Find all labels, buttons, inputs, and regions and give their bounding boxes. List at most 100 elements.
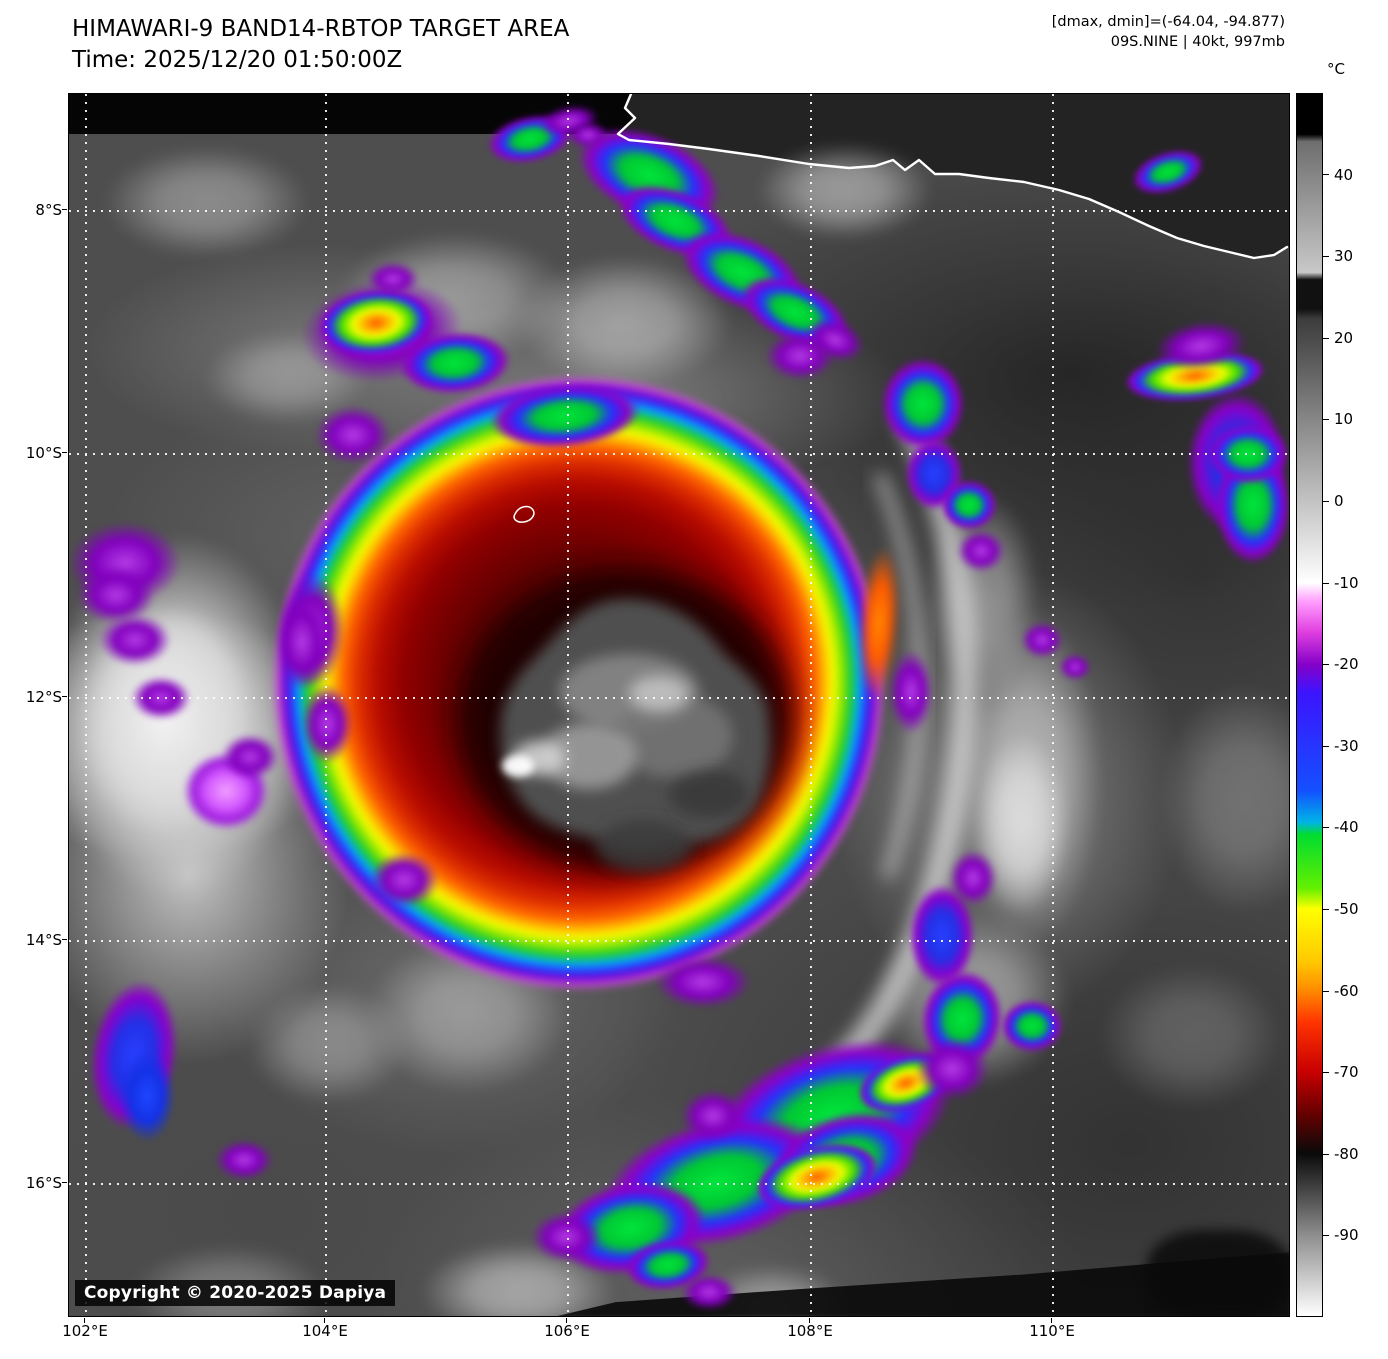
colorbar-tick (1323, 664, 1329, 665)
cold-cloud-blob (681, 1090, 745, 1142)
cold-cloud-blob (99, 614, 171, 666)
gray-wisp (617, 694, 733, 778)
axis-tick (324, 1318, 325, 1323)
axis-tick (62, 209, 67, 210)
gridline-lat (69, 1183, 1289, 1185)
axis-tick (809, 1318, 810, 1323)
colorbar-tick-label: -40 (1334, 818, 1359, 836)
colorbar-tick-label: -80 (1334, 1145, 1359, 1163)
axis-tick (566, 1318, 567, 1323)
dmax-dmin-annotation: [dmax, dmin]=(-64.04, -94.877) (1051, 14, 1285, 30)
colorbar-tick (1323, 827, 1329, 828)
corner-dark-patch (1147, 1230, 1289, 1316)
small-island-outline (513, 505, 535, 523)
axis-tick (1051, 1318, 1052, 1323)
cold-cloud-blob (1059, 654, 1091, 680)
cloud-patch (104, 146, 309, 258)
annotation-block: [dmax, dmin]=(-64.04, -94.877) 09S.NINE … (1052, 12, 1285, 52)
lat-label: 10°S (25, 444, 62, 462)
colorbar-tick (1323, 256, 1329, 257)
axis-tick (62, 939, 67, 940)
gridline-lon (85, 94, 87, 1316)
cold-cloud-blob (221, 734, 279, 780)
colorbar-unit-label: °C (1327, 60, 1345, 78)
colorbar-tick-label: -70 (1334, 1063, 1359, 1081)
cold-cloud-blob (369, 852, 439, 908)
cold-cloud-blob (889, 650, 933, 734)
satellite-map: Copyright © 2020-2025 Dapiya (68, 93, 1290, 1317)
colorbar-tick (1323, 1072, 1329, 1073)
lat-label: 12°S (25, 688, 62, 706)
lat-label: 8°S (35, 201, 62, 219)
colorbar-tick-label: 30 (1334, 247, 1354, 265)
storm-info-annotation: 09S.NINE | 40kt, 997mb (1110, 34, 1285, 50)
gridline-lon (567, 94, 569, 1316)
cloud-patch (1159, 684, 1289, 914)
colorbar-tick-label: -30 (1334, 737, 1359, 755)
cold-cloud-blob (531, 1212, 601, 1262)
coastline-svg (513, 94, 1289, 523)
cold-cloud-blob (681, 1274, 737, 1310)
axis-tick (62, 696, 67, 697)
colorbar-tick (1323, 909, 1329, 910)
colorbar-tick (1323, 583, 1329, 584)
lon-label: 106°E (544, 1322, 590, 1340)
axis-tick (62, 1182, 67, 1183)
colorbar-tick (1323, 1154, 1329, 1155)
gridline-lat (69, 210, 1289, 212)
gridline-lon (1052, 94, 1054, 1316)
land-dark-region (618, 94, 1289, 258)
cold-cloud-blob (949, 850, 997, 906)
cold-cloud-blob (957, 530, 1005, 572)
cloud-patch (757, 142, 932, 240)
axis-tick (62, 452, 67, 453)
colorbar-tick-label: -60 (1334, 982, 1359, 1000)
cloud-patch (1099, 964, 1284, 1109)
colorbar-tick-label: -20 (1334, 655, 1359, 673)
axis-tick (84, 1318, 85, 1323)
cold-cloud-blob (915, 1038, 989, 1100)
lat-label: 16°S (25, 1174, 62, 1192)
colorbar-tick-label: -90 (1334, 1226, 1359, 1244)
lon-label: 108°E (787, 1322, 833, 1340)
gridline-lat (69, 940, 1289, 942)
bright-cloud-spot (502, 755, 534, 777)
colorbar-tick (1323, 746, 1329, 747)
gray-dark-finger (669, 770, 749, 818)
colorbar-tick-label: 20 (1334, 329, 1354, 347)
gridline-lon (810, 94, 812, 1316)
lon-label: 104°E (302, 1322, 348, 1340)
cold-cloud-blob (881, 358, 965, 450)
colorbar-tick-label: -50 (1334, 900, 1359, 918)
colorbar (1296, 93, 1323, 1317)
cold-cloud-blob (655, 956, 751, 1008)
colorbar-tick-label: -10 (1334, 574, 1359, 592)
gridline-lat (69, 697, 1289, 699)
coastline (616, 94, 1289, 260)
lon-label: 102°E (62, 1322, 108, 1340)
cold-cloud-blob (275, 594, 329, 690)
cold-cloud-blob (765, 332, 835, 380)
outflow-white-band (815, 408, 978, 1092)
cold-cloud-blob (119, 1050, 175, 1142)
time-label: Time: 2025/12/20 01:50:00Z (72, 47, 403, 73)
lon-label: 110°E (1029, 1322, 1075, 1340)
cloud-patch (249, 984, 409, 1104)
colorbar-tick (1323, 419, 1329, 420)
gridline-lon (325, 94, 327, 1316)
gridline-lat (69, 453, 1289, 455)
cold-cloud-blob (567, 122, 609, 148)
lat-label: 14°S (25, 931, 62, 949)
colorbar-tick (1323, 174, 1329, 175)
colorbar-tick (1323, 338, 1329, 339)
copyright-label: Copyright © 2020-2025 Dapiya (75, 1280, 396, 1306)
colorbar-tick (1323, 991, 1329, 992)
colorbar-tick-label: 10 (1334, 410, 1354, 428)
colorbar-tick-label: 0 (1334, 492, 1344, 510)
gray-arm (596, 820, 692, 872)
cold-cloud-blob (1021, 622, 1063, 658)
cold-cloud-blob (941, 480, 997, 530)
gray-wisp (541, 723, 637, 789)
page-title: HIMAWARI-9 BAND14-RBTOP TARGET AREA (72, 16, 570, 42)
